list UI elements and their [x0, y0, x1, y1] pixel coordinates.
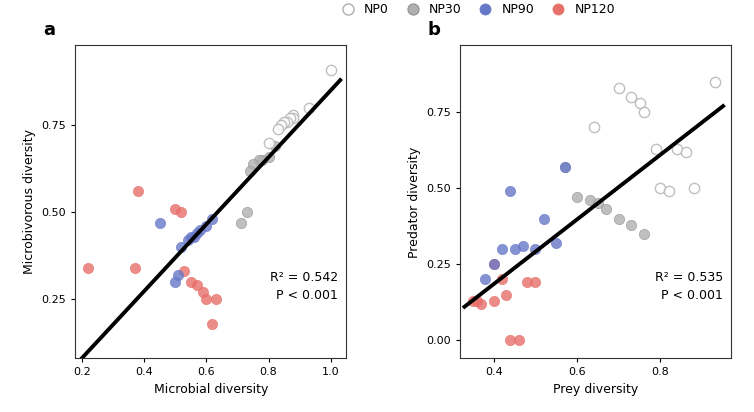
Point [185, 279, 197, 285]
Point [654, 185, 667, 192]
Point [325, 66, 337, 73]
X-axis label: Prey diversity: Prey diversity [553, 383, 639, 396]
Point [275, 122, 287, 129]
Point [587, 124, 599, 131]
Point [241, 209, 253, 215]
Point [194, 227, 206, 233]
Point [625, 94, 637, 100]
Point [650, 145, 662, 152]
Point [550, 240, 562, 246]
Point [191, 282, 203, 289]
Point [82, 265, 94, 271]
Point [132, 188, 144, 195]
Point [191, 230, 203, 236]
Point [500, 291, 512, 298]
Point [201, 296, 213, 302]
Point [247, 160, 259, 167]
Legend: NP0, NP30, NP90, NP120: NP0, NP30, NP90, NP120 [330, 0, 620, 21]
Point [529, 246, 541, 252]
Point [504, 337, 516, 344]
Point [169, 206, 181, 212]
Point [281, 119, 293, 125]
Point [559, 164, 571, 170]
Point [475, 300, 487, 307]
Point [272, 126, 284, 132]
Point [679, 148, 691, 155]
Point [513, 337, 525, 344]
Text: R² = 0.542
P < 0.001: R² = 0.542 P < 0.001 [270, 271, 339, 302]
Point [303, 105, 315, 111]
Point [201, 223, 213, 229]
Point [508, 246, 520, 252]
Point [688, 185, 700, 192]
Point [709, 79, 721, 85]
Point [175, 209, 187, 215]
Point [600, 206, 612, 213]
Point [516, 243, 529, 249]
Point [571, 194, 583, 201]
Point [584, 197, 596, 204]
Y-axis label: Microbivorous diversity: Microbivorous diversity [23, 129, 36, 274]
Point [625, 221, 637, 228]
Point [471, 297, 483, 304]
Point [175, 244, 187, 250]
Point [154, 220, 166, 226]
Point [197, 289, 209, 296]
Point [169, 279, 181, 285]
Point [234, 220, 247, 226]
Text: a: a [43, 21, 55, 39]
Point [592, 200, 604, 207]
Point [467, 297, 479, 304]
Point [496, 246, 508, 252]
X-axis label: Microbial diversity: Microbial diversity [154, 383, 268, 396]
Point [504, 188, 516, 194]
Point [663, 188, 675, 194]
Point [172, 272, 184, 278]
Text: R² = 0.535
P < 0.001: R² = 0.535 P < 0.001 [655, 271, 723, 302]
Point [207, 321, 219, 327]
Text: b: b [428, 21, 440, 39]
Point [268, 143, 280, 150]
Point [613, 215, 625, 222]
Point [188, 233, 200, 240]
Point [182, 237, 194, 243]
Point [488, 297, 500, 304]
Point [185, 233, 197, 240]
Point [496, 276, 508, 283]
Point [262, 153, 274, 160]
Point [262, 139, 274, 146]
Point [613, 84, 625, 91]
Point [488, 261, 500, 267]
Point [638, 109, 650, 115]
Point [284, 115, 296, 122]
Point [129, 265, 141, 271]
Point [671, 145, 683, 152]
Point [287, 112, 299, 118]
Point [633, 100, 645, 106]
Point [480, 276, 492, 283]
Point [538, 215, 550, 222]
Point [278, 119, 290, 125]
Point [210, 296, 222, 302]
Point [244, 167, 256, 174]
Point [488, 261, 500, 267]
Point [256, 157, 268, 164]
Point [207, 216, 219, 222]
Point [559, 164, 571, 170]
Point [287, 115, 299, 122]
Point [529, 279, 541, 286]
Y-axis label: Predator diversity: Predator diversity [408, 146, 421, 258]
Point [521, 279, 533, 286]
Point [179, 268, 191, 275]
Point [638, 230, 650, 237]
Point [253, 157, 265, 164]
